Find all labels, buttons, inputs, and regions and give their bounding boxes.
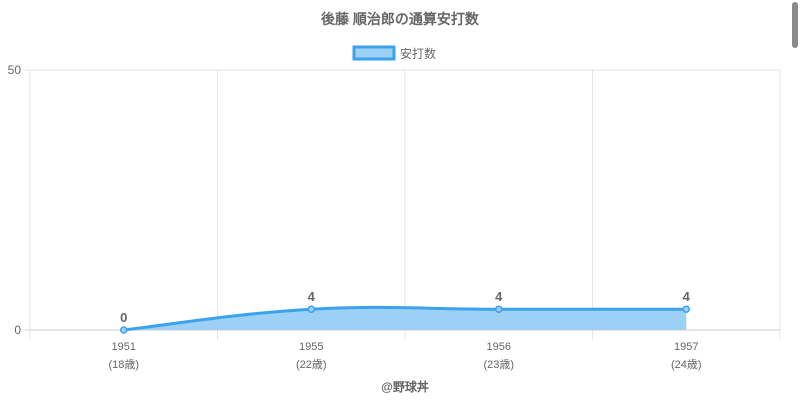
legend-label: 安打数 bbox=[400, 46, 436, 61]
chart-title: 後藤 順治郎の通算安打数 bbox=[321, 11, 480, 27]
data-point bbox=[682, 305, 690, 313]
x-tick-label: 1957 bbox=[674, 341, 698, 353]
data-label: 4 bbox=[495, 289, 503, 304]
legend-swatch bbox=[352, 45, 396, 61]
y-tick-label: 50 bbox=[8, 63, 22, 77]
x-tick-sublabel: (24歳) bbox=[671, 358, 702, 371]
x-tick-sublabel: (22歳) bbox=[296, 358, 327, 371]
data-point bbox=[307, 305, 315, 313]
data-point bbox=[495, 305, 503, 313]
data-label: 0 bbox=[120, 310, 127, 325]
x-tick-label: 1955 bbox=[299, 341, 323, 353]
x-tick-label: 1956 bbox=[487, 341, 511, 353]
y-tick-label: 0 bbox=[14, 323, 21, 337]
x-axis-title: @野球丼 bbox=[381, 379, 429, 394]
series-line bbox=[123, 305, 687, 332]
data-label: 4 bbox=[683, 289, 691, 304]
data-label: 4 bbox=[308, 289, 316, 304]
scrollbar[interactable] bbox=[792, 2, 798, 48]
x-tick-sublabel: (18歳) bbox=[108, 358, 139, 371]
x-tick-sublabel: (23歳) bbox=[483, 358, 514, 371]
data-point bbox=[120, 326, 128, 334]
x-tick-label: 1951 bbox=[112, 341, 136, 353]
